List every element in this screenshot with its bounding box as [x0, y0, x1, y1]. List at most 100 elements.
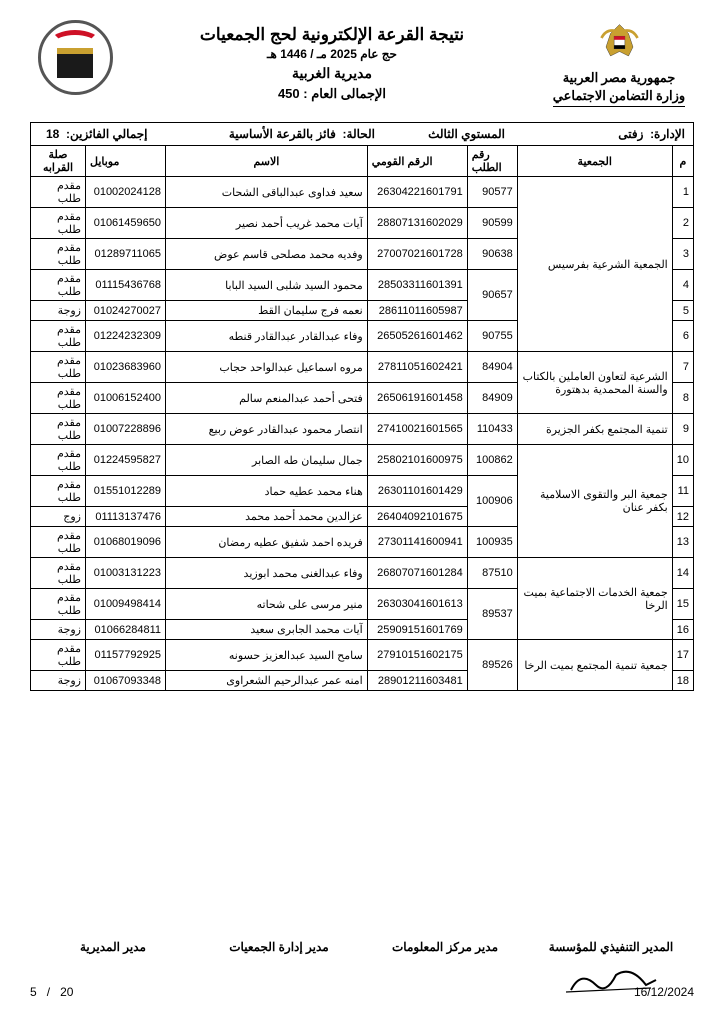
- mobile-cell: 01224595827: [86, 445, 166, 476]
- col-header: صلة القرابه: [31, 146, 86, 177]
- relation-cell: مقدم طلب: [31, 321, 86, 352]
- mobile-cell: 01068019096: [86, 527, 166, 558]
- table-row: 1الجمعية الشرعية بفرسيس90577263042216017…: [31, 177, 694, 208]
- row-number: 8: [672, 383, 693, 414]
- row-number: 13: [672, 527, 693, 558]
- table-row: 10جمعية البر والتقوى الاسلامية بكفر عنان…: [31, 445, 694, 476]
- request-no-cell: 100906: [467, 476, 517, 527]
- filter-info-bar: الإدارة: زفتى المستوي الثالث الحالة: فائ…: [30, 122, 694, 145]
- row-number: 2: [672, 208, 693, 239]
- relation-cell: مقدم طلب: [31, 589, 86, 620]
- row-number: 15: [672, 589, 693, 620]
- row-number: 3: [672, 239, 693, 270]
- row-number: 16: [672, 620, 693, 640]
- relation-cell: زوجة: [31, 620, 86, 640]
- request-no-cell: 90657: [467, 270, 517, 321]
- name-cell: فريده احمد شفيق عطيه رمضان: [166, 527, 368, 558]
- mobile-cell: 01061459650: [86, 208, 166, 239]
- relation-cell: مقدم طلب: [31, 270, 86, 301]
- national-id-cell: 28503311601391: [367, 270, 467, 301]
- page-footer: 5 / 20 16/12/2024: [30, 985, 694, 999]
- table-header-row: مالجمعيةرقم الطلبالرقم القوميالاسمموبايل…: [31, 146, 694, 177]
- table-row: 17جمعية تنمية المجتمع بميت الرخا89526279…: [31, 640, 694, 671]
- document-header: جمهورية مصر العربية وزارة التضامن الاجتم…: [30, 20, 694, 107]
- name-cell: عزالدين محمد أحمد محمد: [166, 507, 368, 527]
- row-number: 17: [672, 640, 693, 671]
- mobile-cell: 01066284811: [86, 620, 166, 640]
- relation-cell: زوج: [31, 507, 86, 527]
- name-cell: محمود السيد شلبى السيد البابا: [166, 270, 368, 301]
- page-title: نتيجة القرعة الإلكترونية لحج الجمعيات: [120, 25, 544, 45]
- association-cell: جمعية تنمية المجتمع بميت الرخا: [517, 640, 672, 691]
- national-id-cell: 26505261601462: [367, 321, 467, 352]
- hajj-logo-icon: [38, 20, 113, 95]
- request-no-cell: 90599: [467, 208, 517, 239]
- row-number: 5: [672, 301, 693, 321]
- national-id-cell: 27301141600941: [367, 527, 467, 558]
- table-row: 7الشرعية لتعاون العاملين بالكتاب والسنة …: [31, 352, 694, 383]
- mobile-cell: 01551012289: [86, 476, 166, 507]
- grand-total: الإجمالى العام : 450: [120, 86, 544, 102]
- sig-executive: المدير التنفيذي للمؤسسة: [528, 940, 694, 954]
- request-no-cell: 89526: [467, 640, 517, 691]
- row-number: 7: [672, 352, 693, 383]
- mobile-cell: 01024270027: [86, 301, 166, 321]
- request-no-cell: 90638: [467, 239, 517, 270]
- name-cell: جمال سليمان طه الصابر: [166, 445, 368, 476]
- row-number: 11: [672, 476, 693, 507]
- mobile-cell: 01007228896: [86, 414, 166, 445]
- relation-cell: مقدم طلب: [31, 177, 86, 208]
- ministry-name: وزارة التضامن الاجتماعي: [553, 88, 685, 107]
- name-cell: وفديه محمد مصلحى قاسم عوض: [166, 239, 368, 270]
- association-cell: جمعية الخدمات الاجتماعية بميت الرخا: [517, 558, 672, 640]
- national-id-cell: 27910151602175: [367, 640, 467, 671]
- row-number: 6: [672, 321, 693, 352]
- mobile-cell: 01067093348: [86, 671, 166, 691]
- year-line: حج عام 2025 مـ / 1446 هـ: [120, 47, 544, 61]
- name-cell: سامح السيد عبدالعزيز حسونه: [166, 640, 368, 671]
- col-header: رقم الطلب: [467, 146, 517, 177]
- national-id-cell: 26807071601284: [367, 558, 467, 589]
- name-cell: مروه اسماعيل عبدالواحد حجاب: [166, 352, 368, 383]
- table-row: 14جمعية الخدمات الاجتماعية بميت الرخا875…: [31, 558, 694, 589]
- association-cell: تنمية المجتمع بكفر الجزيرة: [517, 414, 672, 445]
- national-id-cell: 26404092101675: [367, 507, 467, 527]
- association-cell: جمعية البر والتقوى الاسلامية بكفر عنان: [517, 445, 672, 558]
- national-id-cell: 26506191601458: [367, 383, 467, 414]
- relation-cell: مقدم طلب: [31, 239, 86, 270]
- relation-cell: مقدم طلب: [31, 352, 86, 383]
- relation-cell: مقدم طلب: [31, 476, 86, 507]
- request-no-cell: 89537: [467, 589, 517, 640]
- winners-total-cell: إجمالي الفائزين: 18: [31, 123, 181, 145]
- mobile-cell: 01003131223: [86, 558, 166, 589]
- name-cell: فتحى أحمد عبدالمنعم سالم: [166, 383, 368, 414]
- request-no-cell: 100935: [467, 527, 517, 558]
- national-id-cell: 26304221601791: [367, 177, 467, 208]
- name-cell: هناء محمد عطيه حماد: [166, 476, 368, 507]
- relation-cell: مقدم طلب: [31, 527, 86, 558]
- print-date: 16/12/2024: [634, 985, 694, 999]
- pagination: 5 / 20: [30, 985, 73, 999]
- national-id-cell: 26303041601613: [367, 589, 467, 620]
- mobile-cell: 01113137476: [86, 507, 166, 527]
- sig-info-center: مدير مركز المعلومات: [362, 940, 528, 954]
- gov-identity: جمهورية مصر العربية وزارة التضامن الاجتم…: [544, 20, 694, 107]
- col-header: م: [672, 146, 693, 177]
- col-header: الجمعية: [517, 146, 672, 177]
- national-id-cell: 27007021601728: [367, 239, 467, 270]
- name-cell: منير مرسى على شحاته: [166, 589, 368, 620]
- mobile-cell: 01023683960: [86, 352, 166, 383]
- request-no-cell: 87510: [467, 558, 517, 589]
- status-cell: الحالة: فائز بالقرعة الأساسية: [181, 123, 383, 145]
- mobile-cell: 01009498414: [86, 589, 166, 620]
- row-number: 18: [672, 671, 693, 691]
- name-cell: آيات محمد غريب أحمد نصير: [166, 208, 368, 239]
- org-logo-block: [30, 20, 120, 95]
- national-id-cell: 28807131602029: [367, 208, 467, 239]
- relation-cell: مقدم طلب: [31, 414, 86, 445]
- admin-cell: الإدارة: زفتى: [513, 123, 693, 145]
- row-number: 9: [672, 414, 693, 445]
- eagle-emblem-icon: [592, 20, 647, 65]
- national-id-cell: 25909151601769: [367, 620, 467, 640]
- level-cell: المستوي الثالث: [383, 123, 513, 145]
